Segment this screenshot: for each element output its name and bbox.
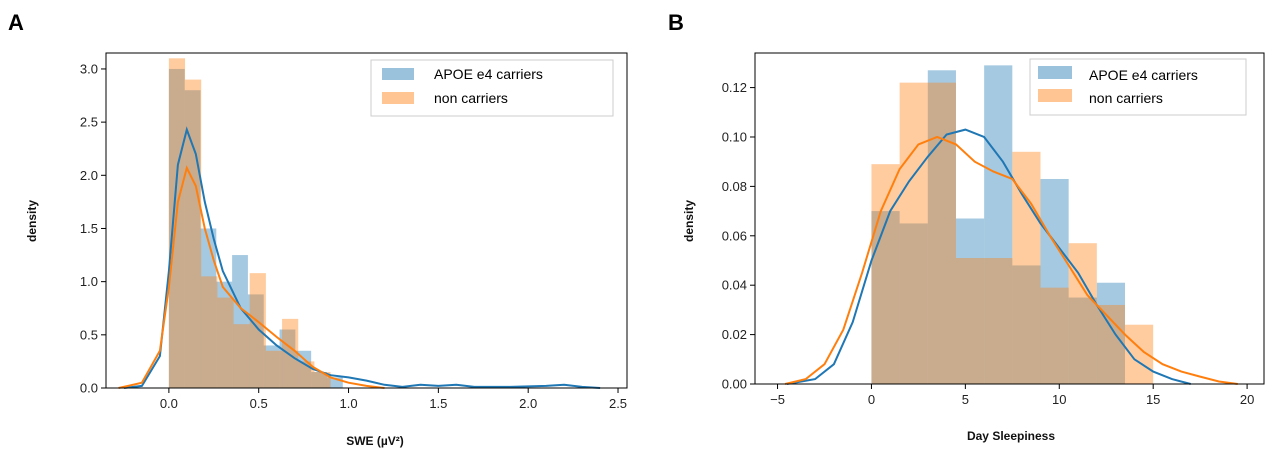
panel-a-x-axis-label: SWE (µV²) bbox=[346, 434, 404, 448]
panel-b-hist-bar-carriers bbox=[955, 218, 985, 384]
panel-b-hist-bar-carriers bbox=[927, 70, 956, 384]
panel-a-x-tick-label: 0.5 bbox=[250, 396, 268, 411]
panel-a-legend-label-non-carriers: non carriers bbox=[434, 90, 508, 106]
panel-b-kde-line-non-carriers bbox=[784, 135, 1238, 385]
panel-b-x-tick-label: 20 bbox=[1240, 392, 1254, 407]
panel-b-legend-label-carriers: APOE e4 carriers bbox=[1089, 67, 1198, 83]
panel-a-hist-bar-carriers bbox=[311, 372, 327, 388]
panel-a-hist-bar-carriers bbox=[232, 255, 248, 388]
panel-b-hist-bar-non-carriers bbox=[899, 82, 928, 385]
panel-b-kde-line-carriers bbox=[786, 128, 1191, 385]
panel-b-y-tick-label: 0.08 bbox=[722, 179, 747, 194]
panel-b-legend-frame bbox=[1029, 58, 1247, 116]
panel-a-hist-bar-non-carriers bbox=[168, 58, 186, 389]
panel-b-hist-bar-carriers bbox=[984, 65, 1013, 385]
panel-b-legend: APOE e4 carriers non carriers bbox=[1029, 58, 1247, 116]
panel-a-hist-bar-non-carriers bbox=[282, 318, 299, 388]
panel-a-hist-bar-carriers bbox=[200, 228, 217, 388]
panel-b-legend-swatch-non-carriers bbox=[1038, 89, 1072, 102]
panel-a-x-tick-label: 1.5 bbox=[429, 396, 447, 411]
panel-a-kde-line-non-carriers bbox=[118, 165, 385, 389]
panel-a-hist-bar-carriers bbox=[168, 68, 185, 388]
panel-a-legend: APOE e4 carriers non carriers bbox=[370, 59, 614, 117]
panel-a-x-tick-label: 1.0 bbox=[339, 396, 357, 411]
panel-a-hist-bar-non-carriers bbox=[201, 276, 218, 388]
panel-a-y-tick-label: 0.5 bbox=[80, 327, 98, 342]
panel-a-y-tick-label: 2.0 bbox=[80, 168, 98, 183]
panel-b-hist-bar-carriers bbox=[1068, 297, 1097, 384]
panel-b-x-tick-label: 5 bbox=[962, 392, 969, 407]
panel-b-hist-bar-non-carriers bbox=[1012, 151, 1041, 384]
panel-b-y-tick-label: 0.12 bbox=[722, 80, 747, 95]
panel-b-x-axis-label: Day Sleepiness bbox=[967, 429, 1055, 443]
panel-b-hist-bar-non-carriers bbox=[1096, 304, 1126, 384]
panel-a-hist-bar-non-carriers bbox=[217, 297, 234, 388]
panel-b-y-tick-label: 0.00 bbox=[722, 377, 747, 392]
panel-a-y-tick-label: 1.0 bbox=[80, 274, 98, 289]
panel-b-hist-bar-carriers bbox=[1040, 178, 1069, 384]
panel-a-legend-swatch-non-carriers bbox=[382, 92, 414, 104]
panel-b-x-tick-label: 10 bbox=[1052, 392, 1066, 407]
panel-b-y-tick-label: 0.06 bbox=[722, 228, 747, 243]
panel-a-y-axis-label: density bbox=[25, 200, 39, 242]
panel-b-axes-frame bbox=[754, 52, 1265, 385]
panel-b-label: B bbox=[668, 10, 684, 35]
panel-b-plot: −5 0 5 10 15 20 0.00 0.02 0.04 0.06 0.08 0.10 0.12 bbox=[722, 52, 1265, 407]
panel-a-hist-bar-non-carriers bbox=[233, 324, 250, 388]
panel-a-x-tick-label: 2.5 bbox=[609, 396, 627, 411]
panel-b-hist-bar-non-carriers bbox=[1040, 287, 1069, 384]
panel-b-y-axis-label: density bbox=[682, 200, 696, 242]
panel-b-hist-bar-carriers bbox=[899, 223, 928, 384]
panel-b-legend-swatch-carriers bbox=[1038, 66, 1072, 79]
panel-a-hist-bar-non-carriers bbox=[249, 273, 266, 388]
panel-a-x-tick-label: 2.0 bbox=[519, 396, 537, 411]
panel-b-x-tick-label: 0 bbox=[868, 392, 875, 407]
panel-b-hist-bar-non-carriers bbox=[984, 258, 1013, 384]
panel-b-y-tick-label: 0.02 bbox=[722, 327, 747, 342]
panel-a-legend-frame bbox=[370, 59, 614, 117]
panel-a-hist-bar-carriers bbox=[216, 281, 233, 388]
panel-a-hist-bar-non-carriers bbox=[265, 350, 283, 388]
panel-b-x-tick-label: −5 bbox=[770, 392, 785, 407]
panel-a-x-tick-label: 0.0 bbox=[160, 396, 178, 411]
panel-a-label: A bbox=[8, 10, 24, 35]
panel-a-legend-swatch-carriers bbox=[382, 68, 414, 80]
panel-a-hist-bar-carriers bbox=[263, 345, 280, 388]
panel-b-hist-bar-non-carriers bbox=[927, 82, 956, 385]
panel-b-hist-bar-non-carriers bbox=[955, 258, 985, 384]
panel-b-legend-label-non-carriers: non carriers bbox=[1089, 90, 1163, 106]
panel-a-y-tick-label: 2.5 bbox=[80, 115, 98, 130]
panel-a: A 0.0 0.5 1.0 1.5 2.0 2.5 0.0 0.5 1.0 1.5 2.0 2.5 3.… bbox=[8, 10, 628, 448]
panel-b-hist-bar-carriers bbox=[1012, 265, 1041, 384]
panel-a-hist-bar-carriers bbox=[279, 329, 296, 388]
panel-b-x-tick-label: 15 bbox=[1146, 392, 1160, 407]
panel-a-kde-line-carriers bbox=[123, 126, 601, 389]
panel-a-legend-label-carriers: APOE e4 carriers bbox=[434, 66, 543, 82]
panel-a-hist-bar-carriers bbox=[184, 90, 201, 388]
panel-b-hist-bar-carriers bbox=[871, 211, 900, 384]
panel-a-plot: 0.0 0.5 1.0 1.5 2.0 2.5 0.0 0.5 1.0 1.5 2.0 2.5 3.0 bbox=[80, 52, 628, 411]
panel-b-y-tick-label: 0.10 bbox=[722, 129, 747, 144]
panel-b: B −5 0 5 10 15 20 0.00 0.02 0.04 0.06 0.08 0.10 0.12… bbox=[668, 10, 1265, 443]
panel-b-hist-bar-carriers bbox=[1096, 282, 1126, 384]
panel-a-y-tick-label: 0.0 bbox=[80, 381, 98, 396]
panel-a-axes-frame bbox=[105, 52, 628, 389]
panel-a-y-tick-label: 3.0 bbox=[80, 61, 98, 76]
panel-a-y-tick-label: 1.5 bbox=[80, 221, 98, 236]
panel-a-hist-bar-carriers bbox=[326, 377, 343, 388]
panel-b-hist-bar-non-carriers bbox=[871, 164, 900, 384]
panel-b-y-tick-label: 0.04 bbox=[722, 278, 747, 293]
panel-a-hist-bar-non-carriers bbox=[185, 79, 202, 388]
